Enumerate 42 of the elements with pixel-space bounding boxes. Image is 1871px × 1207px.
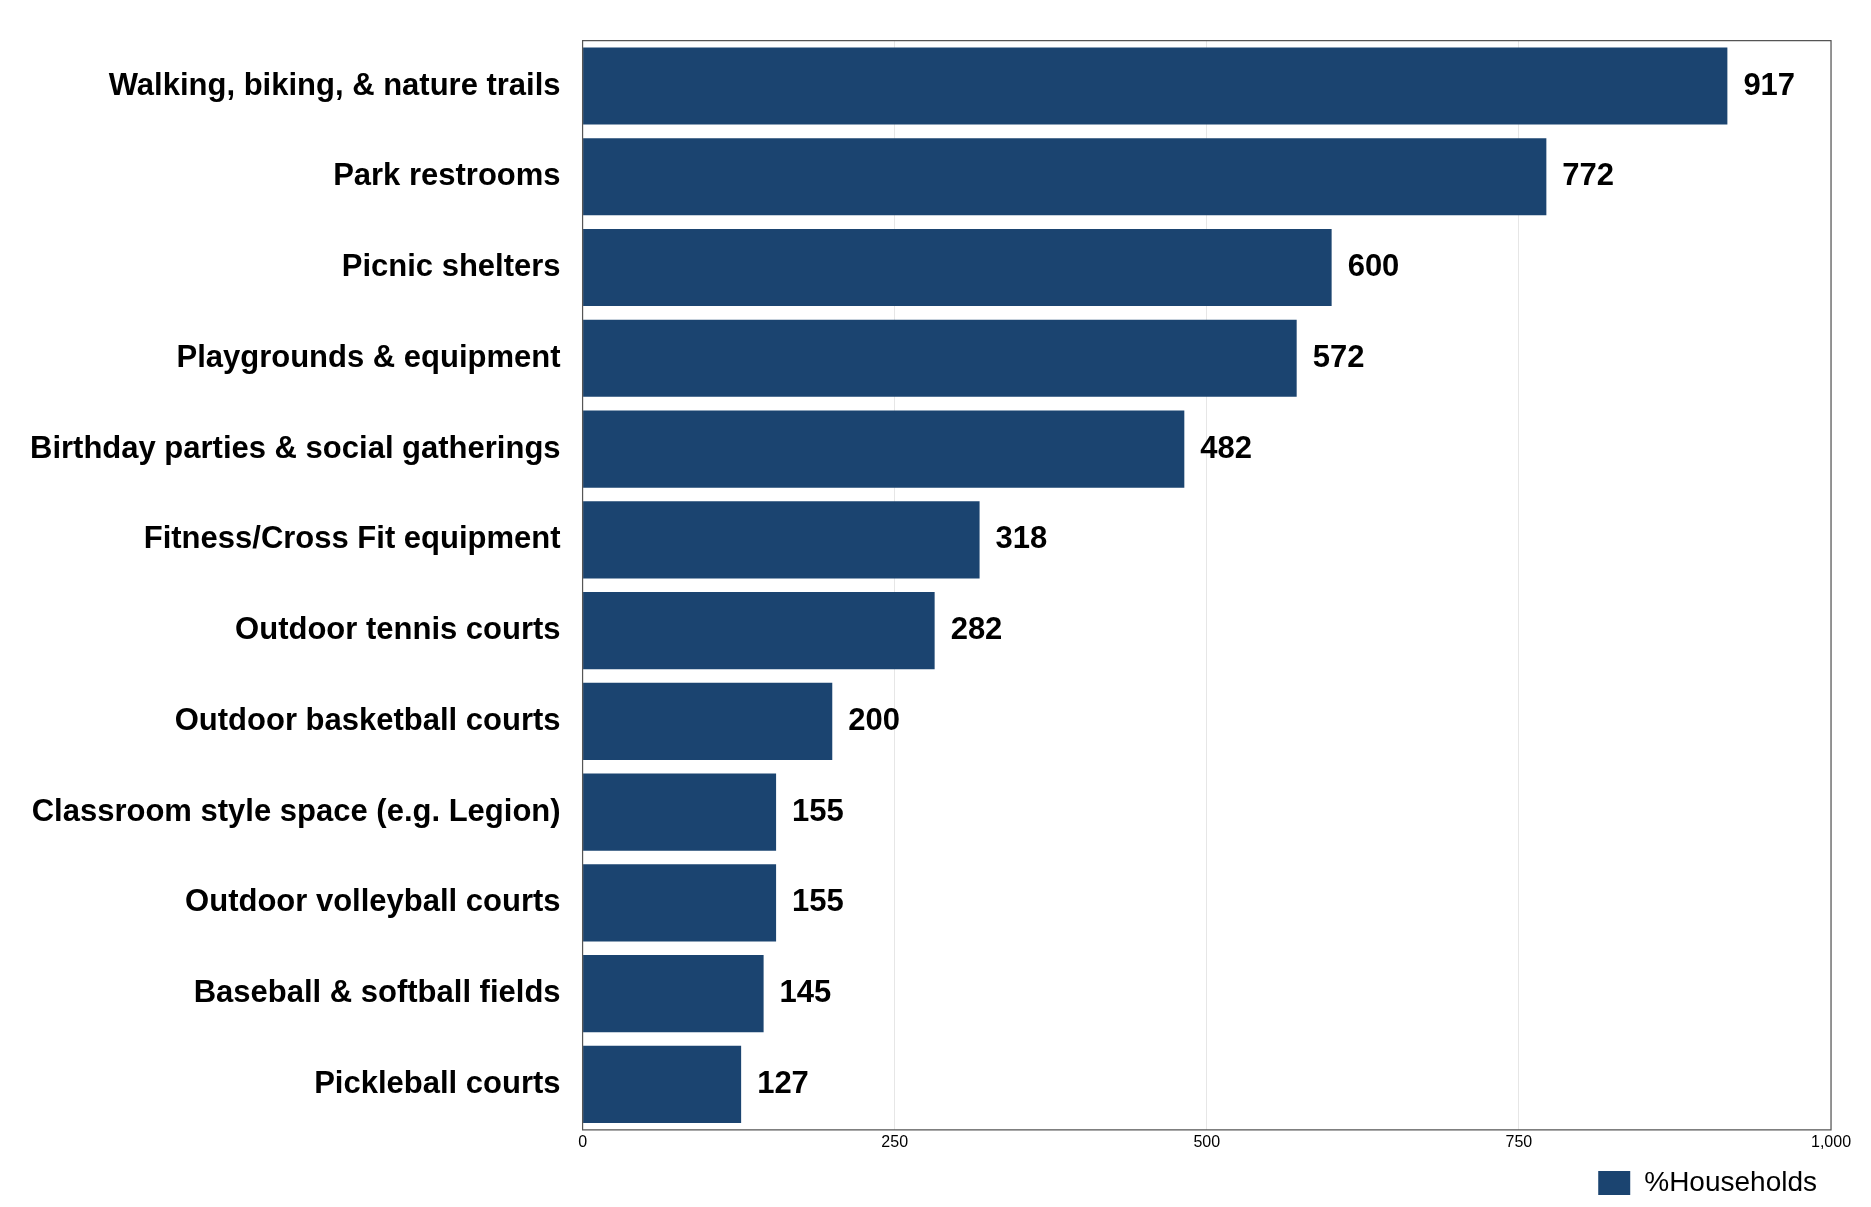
bar bbox=[583, 228, 1332, 307]
data-label: 572 bbox=[1312, 338, 1365, 374]
y-tick-label: Playgrounds & equipment bbox=[176, 338, 561, 374]
y-tick-label: Classroom style space (e.g. Legion) bbox=[31, 792, 561, 828]
y-tick-label: Birthday parties & social gatherings bbox=[29, 429, 561, 465]
y-tick-label: Park restrooms bbox=[333, 157, 561, 193]
x-tick-label: 1,000 bbox=[1810, 1132, 1852, 1150]
data-label: 318 bbox=[995, 520, 1048, 556]
bar bbox=[583, 501, 980, 579]
y-tick-label: Outdoor tennis courts bbox=[235, 611, 561, 647]
bar bbox=[583, 47, 1728, 125]
y-tick-label: Baseball & softball fields bbox=[193, 974, 561, 1010]
data-label: 127 bbox=[757, 1064, 809, 1100]
bar bbox=[583, 955, 764, 1033]
data-label: 155 bbox=[792, 792, 844, 828]
y-tick-label: Picnic shelters bbox=[341, 248, 561, 284]
bar bbox=[583, 682, 833, 760]
x-tick-label: 500 bbox=[1193, 1132, 1221, 1150]
data-label: 200 bbox=[848, 701, 900, 737]
y-tick-label: Outdoor basketball courts bbox=[174, 701, 561, 737]
bar bbox=[583, 319, 1297, 397]
legend-label: %Households bbox=[1644, 1165, 1818, 1197]
x-tick-label: 250 bbox=[881, 1132, 909, 1150]
bar bbox=[583, 410, 1185, 488]
data-label: 772 bbox=[1562, 157, 1615, 193]
bar bbox=[583, 773, 777, 851]
data-label: 155 bbox=[792, 883, 844, 919]
data-label: 145 bbox=[779, 974, 832, 1010]
y-tick-label: Outdoor volleyball courts bbox=[185, 883, 561, 919]
data-label: 600 bbox=[1347, 248, 1400, 284]
data-label: 282 bbox=[950, 611, 1003, 647]
data-label: 482 bbox=[1200, 429, 1253, 465]
bar bbox=[583, 1045, 742, 1123]
y-tick-label: Pickleball courts bbox=[314, 1064, 561, 1100]
x-tick-label: 750 bbox=[1505, 1132, 1533, 1150]
y-tick-label: Fitness/Cross Fit equipment bbox=[143, 520, 561, 556]
bar bbox=[583, 138, 1547, 216]
bar bbox=[583, 864, 777, 942]
data-label: 917 bbox=[1743, 66, 1796, 102]
y-tick-label: Walking, biking, & nature trails bbox=[108, 66, 561, 102]
x-tick-label: 0 bbox=[578, 1132, 588, 1150]
bar bbox=[583, 592, 935, 670]
